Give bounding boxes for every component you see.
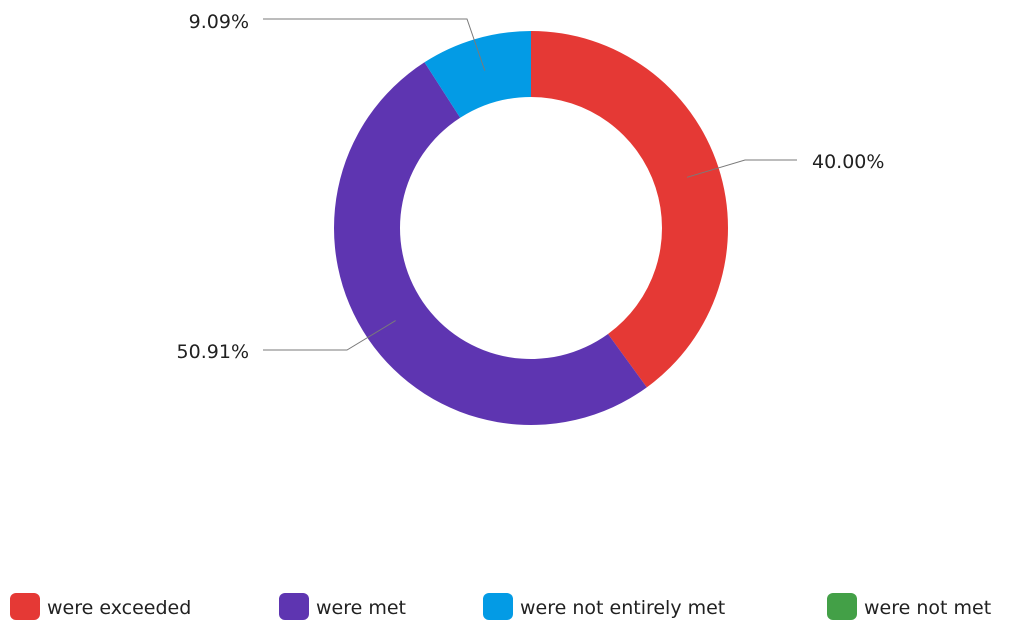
leader-line-were-not-entirely-met <box>263 18 486 71</box>
legend: were exceeded were met were not entirely m… <box>10 593 991 620</box>
donut-slice-were-met[interactable] <box>333 62 647 426</box>
legend-label: were exceeded <box>47 597 191 619</box>
legend-swatch <box>827 593 857 620</box>
legend-label: were met <box>316 597 406 619</box>
legend-item-were-not-met[interactable]: were not met <box>827 593 991 620</box>
leader-line-were-exceeded <box>686 159 797 178</box>
donut-slice-were-exceeded[interactable] <box>531 31 728 388</box>
donut-slices <box>333 31 728 426</box>
percentage-labels: 40.00% 50.91% 9.09% <box>177 11 885 363</box>
legend-label: were not met <box>864 597 991 619</box>
legend-item-were-met[interactable]: were met <box>279 593 406 620</box>
data-label-were-exceeded: 40.00% <box>812 151 884 173</box>
leader-line-were-met <box>263 320 396 351</box>
legend-swatch <box>10 593 40 620</box>
legend-item-were-exceeded[interactable]: were exceeded <box>10 593 191 620</box>
legend-swatch <box>483 593 513 620</box>
data-label-were-met: 50.91% <box>177 341 249 363</box>
data-label-were-not-entirely-met: 9.09% <box>189 11 249 33</box>
legend-swatch <box>279 593 309 620</box>
leader-lines <box>263 18 797 351</box>
legend-item-were-not-entirely-met[interactable]: were not entirely met <box>483 593 725 620</box>
legend-label: were not entirely met <box>520 597 725 619</box>
donut-slice-were-not-entirely-met[interactable] <box>424 31 531 118</box>
